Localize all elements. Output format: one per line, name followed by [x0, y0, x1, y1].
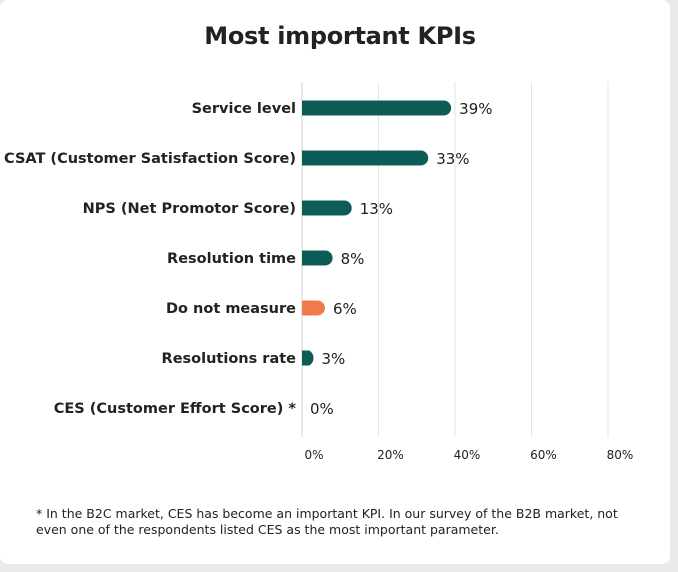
bar-base [302, 300, 310, 316]
footnote: * In the B2C market, CES has become an i… [36, 506, 618, 537]
bar-base [302, 250, 310, 266]
x-tick-label: 60% [530, 448, 557, 462]
value-label: 0% [310, 400, 334, 418]
bar [302, 250, 333, 266]
x-tick-label: 80% [607, 448, 634, 462]
chart-card: Most important KPIs Service level 39% CSAT… [0, 0, 670, 564]
bar-base [302, 350, 310, 366]
chart-title: Most important KPIs [204, 22, 476, 50]
bar-base [302, 150, 310, 166]
value-label: 3% [321, 350, 345, 368]
category-label: CSAT (Customer Satisfaction Score) [4, 151, 296, 167]
category-label: NPS (Net Promotor Score) [83, 201, 296, 217]
bar-chart: Service level 39% CSAT (Customer Satisfact… [4, 82, 634, 462]
x-tick-label: 40% [454, 448, 481, 462]
value-label: 33% [436, 150, 469, 168]
category-label: CES (Customer Effort Score) * [54, 401, 297, 417]
bar [302, 150, 429, 166]
value-label: 39% [459, 100, 492, 118]
category-label: Do not measure [166, 301, 296, 317]
bar-base [302, 100, 310, 116]
bar-base [302, 200, 310, 216]
value-label: 6% [333, 300, 357, 318]
category-label: Resolutions rate [162, 351, 297, 367]
x-tick-label: 0% [304, 448, 323, 462]
bar [302, 200, 352, 216]
bar [302, 100, 452, 116]
value-label: 13% [360, 200, 393, 218]
category-label: Resolution time [167, 251, 296, 267]
category-label: Service level [192, 101, 296, 117]
x-tick-label: 20% [377, 448, 404, 462]
value-label: 8% [341, 250, 365, 268]
